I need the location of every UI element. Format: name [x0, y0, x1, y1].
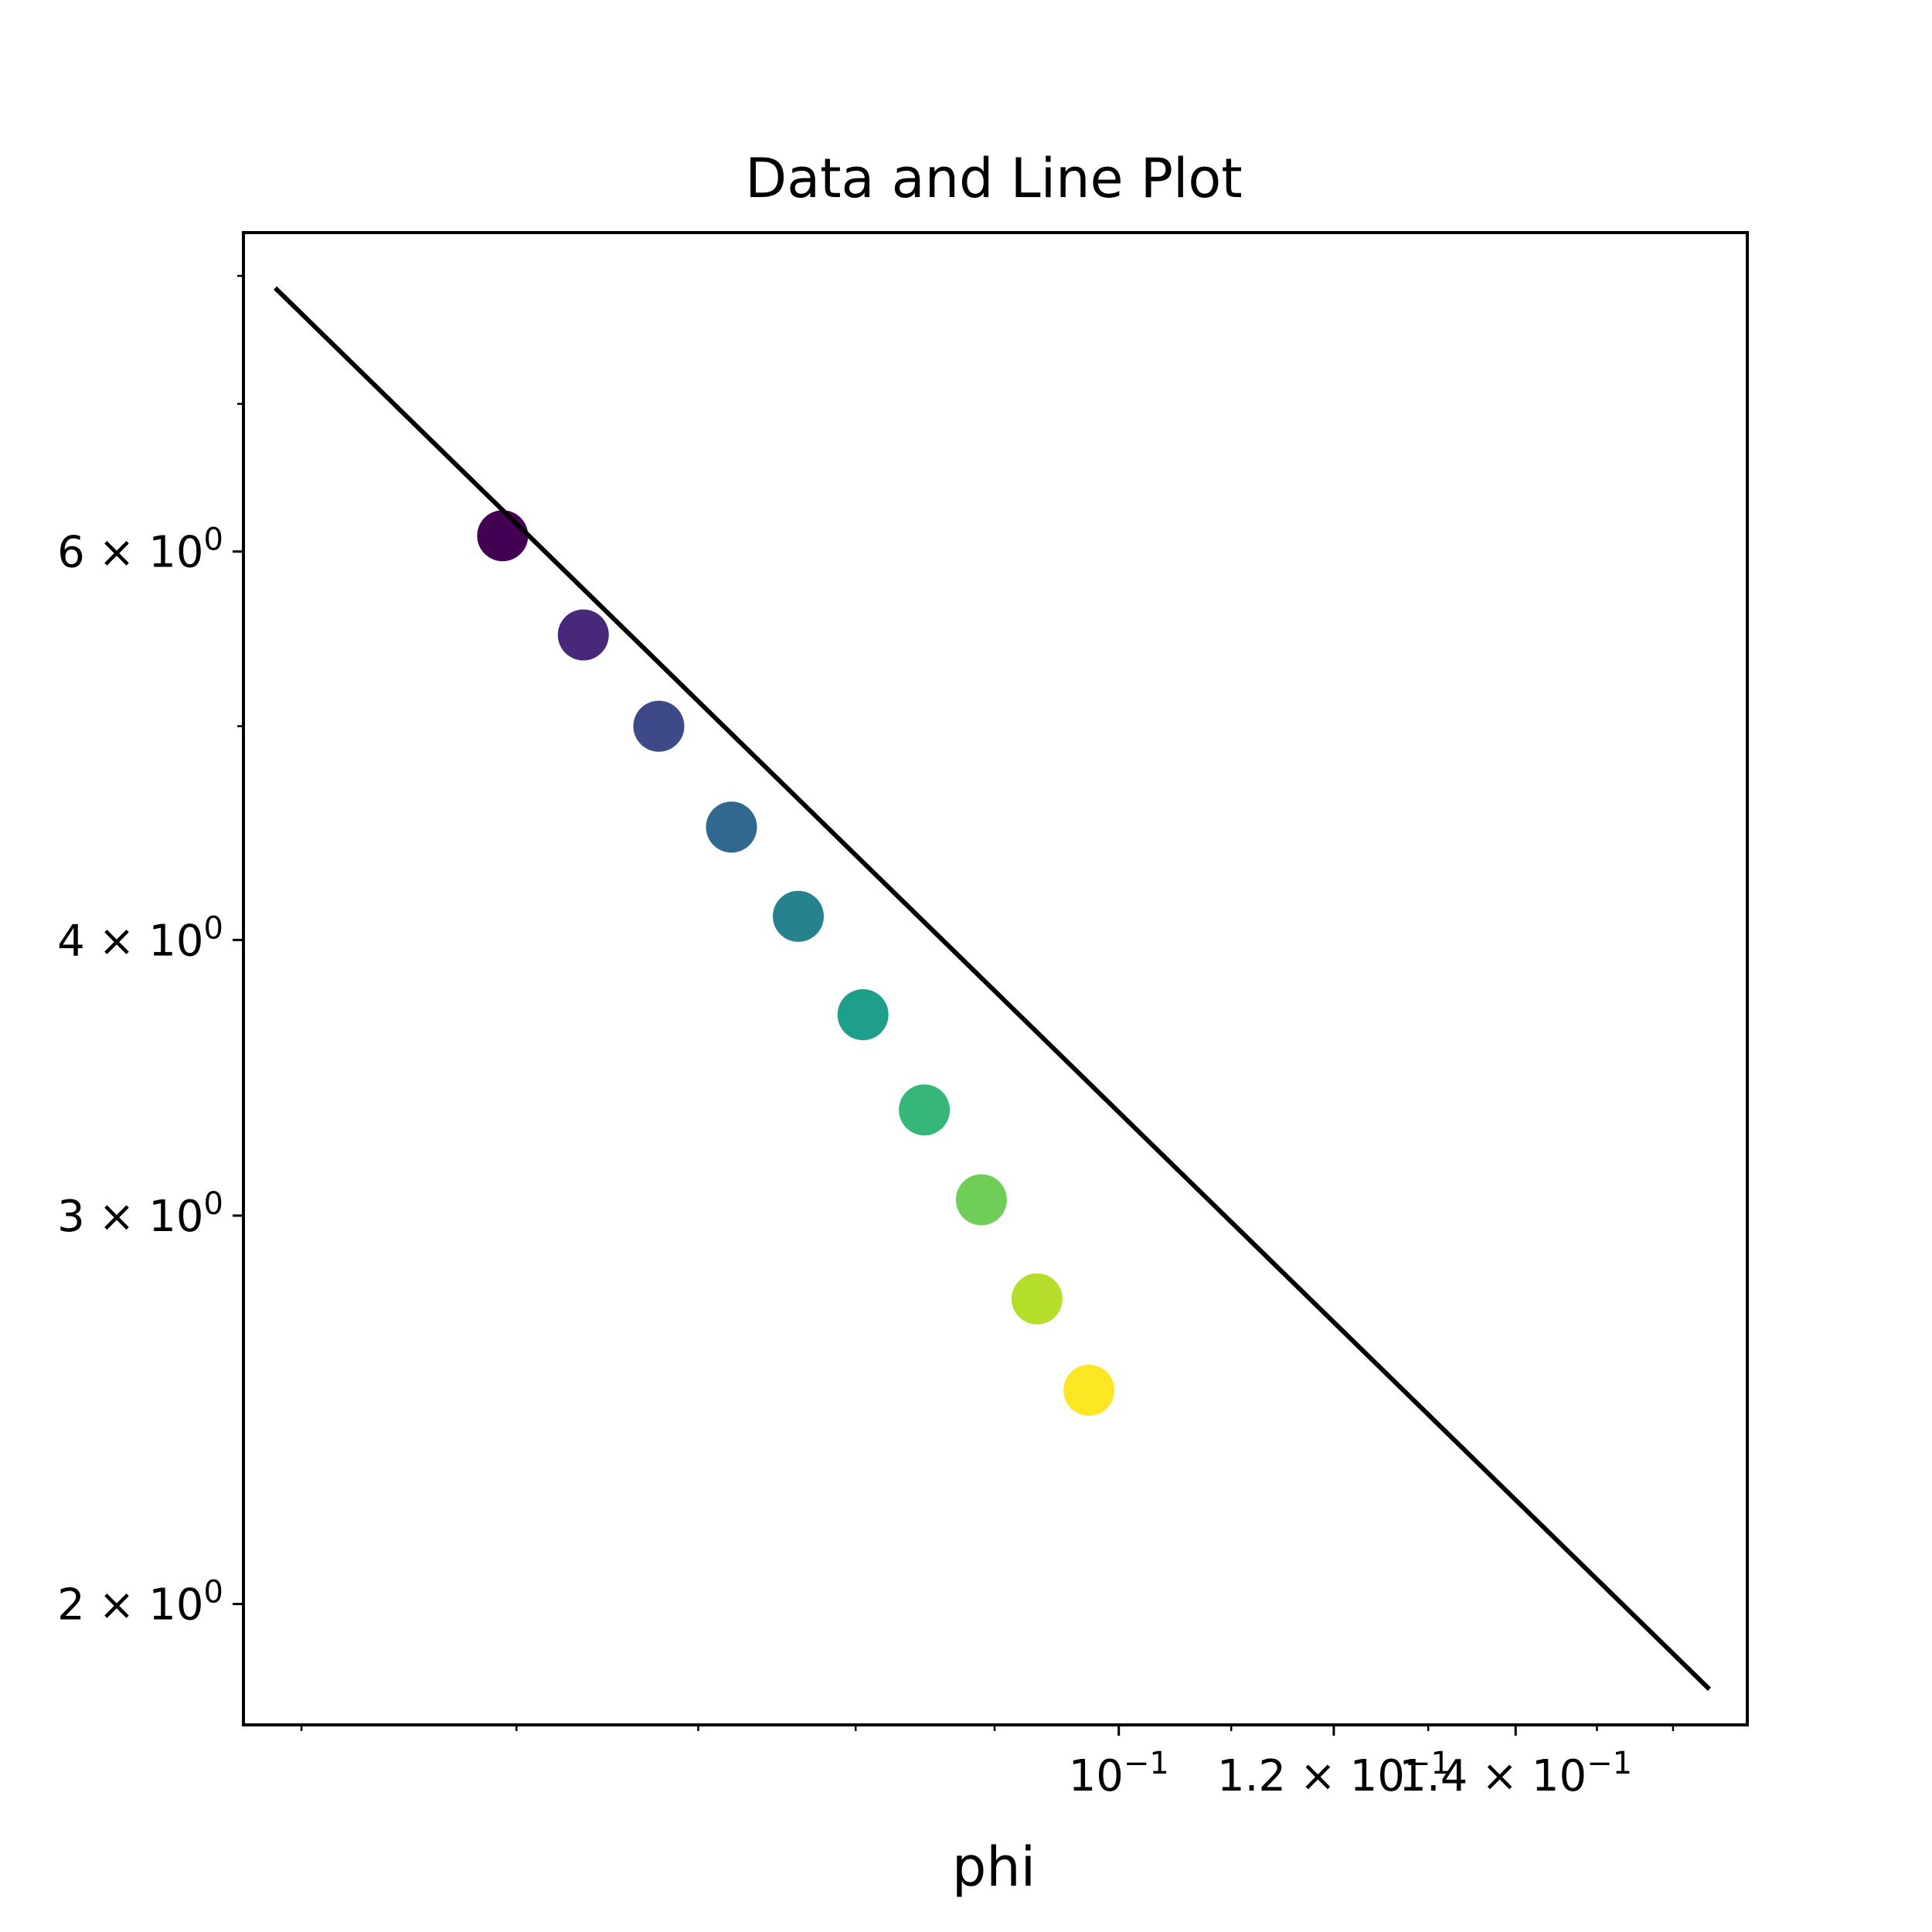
y-tick-label: 2 × 100 [57, 1575, 223, 1631]
data-point [706, 801, 757, 853]
data-point [899, 1084, 951, 1136]
data-point [1011, 1273, 1063, 1325]
data-point [773, 890, 824, 942]
x-axis-label: phi [952, 1835, 1036, 1899]
y-tick-label: 6 × 100 [57, 522, 223, 578]
data-point [557, 609, 609, 661]
y-tick-label: 4 × 100 [57, 910, 223, 966]
x-tick-label: 10−1 [1069, 1746, 1169, 1801]
x-tick-label: 1.4 × 10−1 [1399, 1746, 1632, 1801]
fit-line [274, 286, 1711, 1691]
axis-ticks: 2 × 100 3 × 100 4 × 100 6 × 100 10−1 1.2 × 10… [57, 274, 1675, 1801]
plot-frame [242, 231, 1749, 1726]
data-point [633, 700, 685, 752]
data-point [477, 510, 529, 562]
data-point [955, 1174, 1007, 1226]
x-tick-label: 1.2 × 10−1 [1217, 1746, 1451, 1801]
data-point [1063, 1365, 1115, 1416]
data-point [837, 989, 889, 1040]
chart-title: Data and Line Plot [745, 147, 1242, 210]
plot-area [274, 286, 1711, 1691]
y-tick-label: 3 × 100 [57, 1186, 223, 1242]
